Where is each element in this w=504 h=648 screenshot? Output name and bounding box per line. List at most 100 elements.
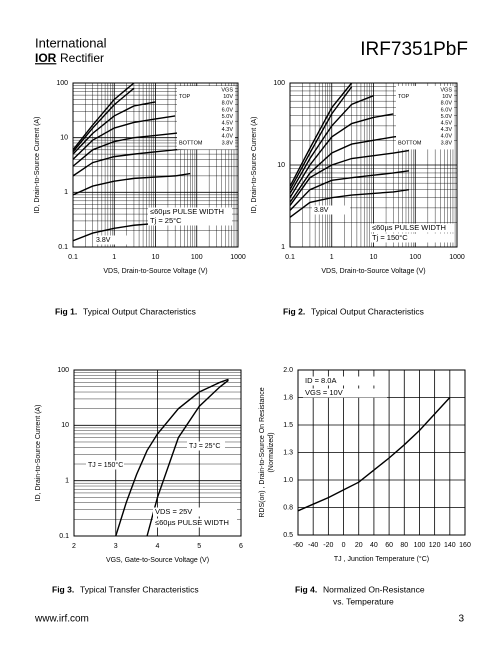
legend-entry: 5.0V	[222, 114, 234, 120]
legend-entry: 4.0V	[222, 134, 234, 140]
curve	[72, 82, 135, 151]
y-axis-title: (Normalized)	[268, 432, 275, 472]
curve	[297, 397, 451, 512]
logo-line: International	[35, 35, 107, 50]
legend-bottom: BOTTOM	[398, 140, 422, 146]
curve-label: TJ = 25°C	[189, 442, 220, 450]
x-tick-label: 100	[414, 542, 426, 549]
y-tick-label: 1	[65, 478, 69, 485]
caption-text: Normalized On-Resistance	[323, 584, 425, 594]
y-tick-label: 0.5	[283, 532, 293, 539]
annotation-bg	[370, 223, 454, 233]
annotation-bg	[153, 507, 237, 517]
y-tick-label: 1	[64, 189, 68, 196]
x-tick-label: 2	[72, 543, 76, 550]
curve	[72, 172, 191, 196]
x-tick-label: 5	[197, 543, 201, 550]
x-tick-label: 20	[355, 542, 363, 549]
curve	[72, 101, 156, 155]
y-axis-title: ID, Drain-to-Source Current (A)	[34, 117, 41, 214]
legend-entry: 6.0V	[441, 107, 453, 113]
x-axis-title: VGS, Gate-to-Source Voltage (V)	[106, 557, 209, 564]
curve	[289, 188, 409, 218]
plot-frame	[72, 82, 239, 248]
legend-entry: 3.8V	[222, 140, 234, 146]
x-tick-label: 0.1	[68, 254, 78, 261]
logo-line: Rectifier	[60, 51, 104, 65]
x-tick-label: 1000	[449, 254, 465, 261]
curve	[146, 379, 229, 537]
x-tick-label: 100	[409, 254, 421, 261]
legend-entry: 4.5V	[222, 120, 234, 126]
curve	[289, 82, 353, 187]
caption-number: Fig 4.	[295, 584, 317, 594]
curve	[289, 134, 409, 203]
curve	[72, 87, 135, 153]
y-tick-label: 10	[277, 162, 285, 169]
curve	[289, 170, 409, 211]
legend-entry: 5.0V	[441, 114, 453, 120]
caption-text: Typical Output Characteristics	[311, 306, 424, 316]
x-tick-label: 10	[152, 254, 160, 261]
x-tick-label: -20	[323, 542, 333, 549]
legend-entry: 3.8V	[441, 140, 453, 146]
x-tick-label: 120	[429, 542, 441, 549]
caption-number: Fig 2.	[283, 306, 305, 316]
legend-top: TOP	[398, 94, 410, 100]
y-tick-label: 1.8	[283, 394, 293, 401]
curve-label: 3.8V	[314, 207, 329, 214]
x-tick-label: 0.1	[285, 254, 295, 261]
caption-text: Typical Output Characteristics	[83, 306, 196, 316]
page-number: 3	[458, 614, 464, 625]
legend-top: TOP	[179, 94, 191, 100]
annotation-bg	[303, 388, 387, 398]
y-tick-label: 1.5	[283, 422, 293, 429]
plot-frame	[289, 82, 458, 248]
label-bg	[312, 205, 350, 215]
y-tick-label: 100	[56, 80, 68, 87]
annotation-bg	[148, 216, 232, 226]
x-tick-label: 3	[114, 543, 118, 550]
footer-url: www.irf.com	[34, 614, 89, 625]
x-tick-label: 6	[239, 543, 243, 550]
y-tick-label: 10	[61, 422, 69, 429]
x-tick-label: 60	[385, 542, 393, 549]
annotation-bg	[148, 207, 232, 217]
y-tick-label: 100	[57, 367, 69, 374]
x-tick-label: 0	[342, 542, 346, 549]
label-bg	[86, 460, 124, 470]
logo-mark: IOR	[35, 51, 57, 65]
x-axis-title: TJ , Junction Temperature (°C)	[334, 555, 429, 563]
curve	[289, 149, 409, 206]
y-tick-label: 10	[60, 135, 68, 142]
legend-entry: 10V	[442, 94, 452, 100]
x-tick-label: 160	[459, 542, 471, 549]
curve	[115, 378, 229, 537]
legend-title: VGS	[440, 87, 452, 93]
annotation: Tj = 150°C	[372, 233, 408, 242]
legend-box	[396, 86, 454, 150]
curve	[72, 130, 191, 167]
label-bg	[187, 441, 225, 451]
annotation: Tj = 25°C	[150, 216, 182, 225]
legend-entry: 4.3V	[441, 127, 453, 133]
y-tick-label: 0.8	[283, 504, 293, 511]
annotation-bg	[303, 376, 387, 386]
curve	[72, 115, 176, 160]
x-axis-title: VDS, Drain-to-Source Voltage (V)	[103, 268, 207, 275]
x-axis-title: VDS, Drain-to-Source Voltage (V)	[321, 268, 425, 275]
x-tick-label: 1	[330, 254, 334, 261]
x-tick-label: 140	[444, 542, 456, 549]
x-tick-label: -60	[293, 542, 303, 549]
plot-frame	[297, 369, 466, 536]
x-tick-label: 4	[156, 543, 160, 550]
x-tick-label: 40	[370, 542, 378, 549]
curve-label: TJ = 150°C	[88, 461, 123, 469]
caption-text: Typical Transfer Characteristics	[80, 584, 199, 594]
legend-title: VGS	[221, 87, 233, 93]
caption-text: vs. Temperature	[333, 596, 394, 606]
annotation: VDS = 25V	[155, 507, 192, 516]
curve	[72, 147, 191, 177]
legend-entry: 4.3V	[222, 127, 234, 133]
legend-box	[177, 86, 235, 150]
